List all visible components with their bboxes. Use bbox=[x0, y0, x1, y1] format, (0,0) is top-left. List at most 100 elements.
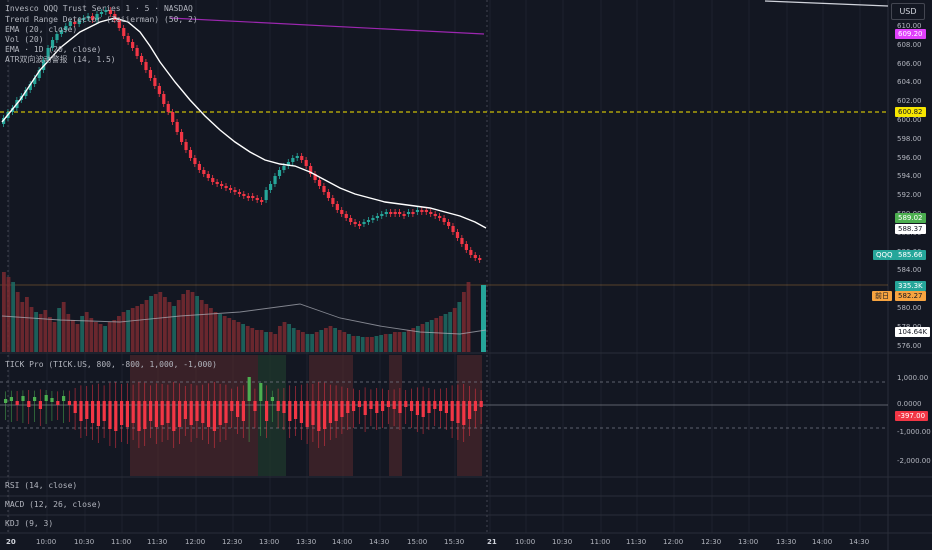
trend-range-line bbox=[169, 17, 485, 35]
volume-bar bbox=[291, 328, 296, 352]
volume-bar bbox=[406, 330, 411, 352]
indicator-volume[interactable]: Vol (20) bbox=[5, 35, 44, 44]
tick-candle bbox=[172, 401, 176, 431]
tick-candle bbox=[259, 383, 263, 401]
rsi-pane-title[interactable]: RSI (14, close) bbox=[5, 481, 78, 490]
indicator-ema-1d[interactable]: EMA · 1D (20, close) bbox=[5, 45, 102, 54]
time-axis-label: 11:00 bbox=[590, 538, 611, 546]
tick-axis-label: 0.0000 bbox=[897, 400, 922, 408]
tick-candle bbox=[183, 401, 187, 419]
volume-bar bbox=[71, 320, 75, 352]
candle bbox=[438, 216, 442, 218]
candle bbox=[358, 224, 362, 226]
candle bbox=[166, 104, 170, 112]
candle bbox=[469, 250, 473, 255]
indicator-atr[interactable]: ATR双向波动警报 (14, 1.5) bbox=[5, 55, 116, 64]
volume-bar bbox=[245, 326, 250, 352]
volume-bar bbox=[218, 314, 222, 352]
candle bbox=[162, 94, 166, 104]
volume-bar bbox=[259, 330, 264, 352]
candle bbox=[411, 212, 415, 214]
volume-bar bbox=[94, 322, 98, 352]
time-axis-label: 10:00 bbox=[36, 538, 57, 546]
kdj-pane-title[interactable]: KDJ (9, 3) bbox=[5, 519, 54, 528]
candle bbox=[415, 210, 420, 212]
candle bbox=[171, 112, 175, 122]
price-axis-label: 602.00 bbox=[897, 97, 922, 106]
tick-candle bbox=[120, 401, 124, 425]
volume-bar bbox=[153, 294, 158, 352]
tick-candle bbox=[427, 401, 431, 413]
volume-ma-line bbox=[1, 303, 487, 335]
candle bbox=[447, 222, 451, 226]
candle bbox=[442, 218, 446, 222]
price-axis-label: 598.00 bbox=[897, 134, 922, 143]
tick-candle bbox=[79, 401, 83, 421]
volume-bar bbox=[2, 272, 6, 352]
tick-candle bbox=[456, 401, 460, 423]
tick-candle bbox=[33, 397, 37, 401]
candle bbox=[82, 18, 86, 20]
tick-candle bbox=[352, 401, 356, 411]
volume-bar bbox=[25, 297, 29, 352]
time-axis-label: 12:00 bbox=[663, 538, 684, 546]
volume-bar bbox=[360, 337, 365, 352]
tick-candle bbox=[357, 401, 361, 407]
candle bbox=[460, 238, 464, 244]
candle bbox=[273, 176, 277, 184]
tick-candle bbox=[398, 401, 402, 413]
tick-candle bbox=[363, 401, 367, 415]
tick-candle bbox=[143, 401, 147, 429]
indicator-trend-range[interactable]: Trend Range Detector (Zeiierman) (50, 2) bbox=[5, 15, 198, 24]
symbol-tag: QQQ bbox=[873, 250, 896, 260]
volume-bar bbox=[52, 322, 57, 352]
yesterday-label-tag: 前日 bbox=[872, 291, 892, 301]
candle bbox=[371, 218, 375, 220]
indicator-ema[interactable]: EMA (20, close) bbox=[5, 25, 78, 34]
candle bbox=[269, 184, 273, 190]
volume-bar bbox=[429, 320, 434, 352]
candle bbox=[77, 20, 81, 24]
tick-pane-title[interactable]: TICK Pro (TICK.US, 800, -800, 1,000, -1,… bbox=[5, 360, 217, 369]
candle bbox=[135, 48, 139, 56]
tick-candle bbox=[294, 401, 298, 419]
price-axis-label: 610.00 bbox=[897, 22, 922, 30]
time-axis-label: 10:00 bbox=[515, 538, 536, 546]
tick-candle bbox=[392, 401, 396, 409]
tick-candle bbox=[369, 401, 373, 409]
tick-candle bbox=[9, 397, 13, 401]
tick-axis-label: 1,000.00 bbox=[897, 374, 929, 382]
volume-bars bbox=[2, 272, 486, 352]
price-axis-label: 578.00 bbox=[897, 323, 922, 331]
candle bbox=[251, 196, 255, 198]
candle bbox=[260, 200, 264, 202]
candle bbox=[197, 164, 201, 170]
volume-bar bbox=[66, 314, 71, 352]
tick-candle bbox=[444, 401, 448, 413]
volume-bar bbox=[393, 332, 397, 352]
tick-candle bbox=[311, 401, 315, 425]
tick-candle bbox=[207, 401, 211, 427]
candle bbox=[228, 188, 233, 190]
volume-bar bbox=[6, 277, 11, 352]
candle bbox=[246, 196, 250, 198]
candle bbox=[331, 198, 335, 204]
currency-button[interactable]: USD bbox=[891, 3, 925, 20]
grid-lines bbox=[8, 0, 861, 533]
volume-bar bbox=[199, 300, 204, 352]
candle bbox=[37, 70, 41, 78]
symbol-title[interactable]: Invesco QQQ Trust Series 1 · 5 · NASDAQ bbox=[5, 4, 193, 13]
tick-candle bbox=[415, 401, 419, 415]
macd-pane-title[interactable]: MACD (12, 26, close) bbox=[5, 500, 102, 509]
candle bbox=[277, 170, 282, 176]
tick-candle bbox=[62, 396, 66, 401]
price-axis-label: 606.00 bbox=[897, 59, 922, 68]
candle bbox=[73, 22, 77, 24]
time-axis-label: 14:00 bbox=[332, 538, 353, 546]
tick-candle bbox=[125, 401, 129, 427]
price-axis-label: 592.00 bbox=[897, 191, 922, 200]
tick-candle bbox=[404, 401, 408, 407]
time-axis-label: 21 bbox=[487, 538, 497, 546]
tick-candle bbox=[195, 401, 199, 421]
